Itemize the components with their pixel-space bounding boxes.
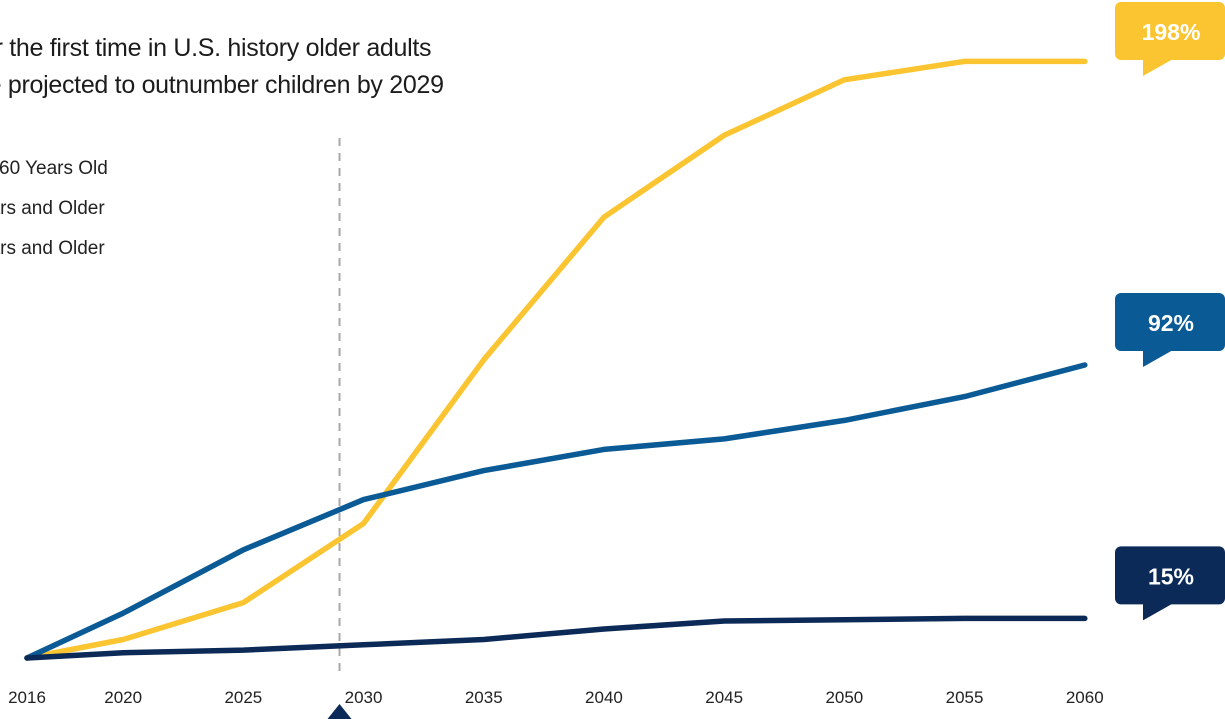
data-point-0-6 <box>722 619 726 623</box>
data-point-2-9 <box>1083 59 1087 63</box>
data-point-2-1 <box>121 638 125 642</box>
data-point-1-1 <box>121 611 125 615</box>
data-point-2-7 <box>842 78 846 82</box>
data-point-2-5 <box>602 215 606 219</box>
data-point-0-9 <box>1083 616 1087 620</box>
x-tick-label: 2035 <box>465 688 503 707</box>
x-tick-label: 2050 <box>825 688 863 707</box>
x-tick-label: 2025 <box>224 688 262 707</box>
end-callout-0: 15% <box>1115 546 1225 621</box>
callout-box <box>1115 2 1225 60</box>
data-point-2-8 <box>963 59 967 63</box>
end-callout-1: 92% <box>1115 292 1225 367</box>
callout-value-label: 92% <box>1148 310 1194 336</box>
legend: Under 60 Years Old 60 Years and Older 85… <box>0 150 108 270</box>
data-point-1-9 <box>1083 363 1087 367</box>
x-tick-label: 2020 <box>104 688 142 707</box>
data-point-1-3 <box>362 498 366 502</box>
callout-pointer <box>1143 603 1173 621</box>
data-point-1-6 <box>722 437 726 441</box>
x-tick-label: 2045 <box>705 688 743 707</box>
x-tick-label: 2030 <box>345 688 383 707</box>
data-point-0-5 <box>602 627 606 631</box>
data-point-0-2 <box>241 648 245 652</box>
data-point-1-2 <box>241 548 245 552</box>
data-point-1-7 <box>842 418 846 422</box>
data-point-0-3 <box>362 643 366 647</box>
callout-value-label: 15% <box>1148 563 1194 589</box>
x-tick-label: 2060 <box>1066 688 1104 707</box>
title-line-1: For the first time in U.S. history older… <box>0 34 432 62</box>
title-line-2: are projected to outnumber children by 2… <box>0 71 444 99</box>
callout-box <box>1115 546 1225 605</box>
callout-pointer <box>1143 59 1173 76</box>
data-point-1-5 <box>602 447 606 451</box>
data-point-2-3 <box>362 521 366 525</box>
series-line-2 <box>24 58 1088 661</box>
data-point-1-4 <box>482 469 486 473</box>
legend-item-85-and-older: 85 Years and Older <box>0 238 105 259</box>
callout-value-label: 198% <box>1142 19 1201 45</box>
chart-title: For the first time in U.S. history older… <box>0 30 444 104</box>
data-point-0-1 <box>121 651 125 655</box>
data-point-2-2 <box>241 601 245 605</box>
data-point-2-6 <box>722 133 726 137</box>
data-point-1-8 <box>963 395 967 399</box>
data-point-2-4 <box>482 358 486 362</box>
x-tick-label: 2016 <box>8 688 46 707</box>
crossover-marker-icon <box>327 704 352 719</box>
series-line-0 <box>24 615 1088 661</box>
data-point-0-4 <box>482 638 486 642</box>
x-tick-label: 2040 <box>585 688 623 707</box>
data-point-0-8 <box>963 616 967 620</box>
legend-item-under-60: Under 60 Years Old <box>0 158 108 179</box>
end-callout-2: 198% <box>1115 2 1225 76</box>
callout-pointer <box>1143 349 1173 367</box>
data-point-0-0 <box>25 656 29 660</box>
series-line-1 <box>24 362 1088 661</box>
data-point-0-7 <box>842 618 846 622</box>
legend-item-60-and-older: 60 Years and Older <box>0 198 105 219</box>
callout-box <box>1115 292 1225 351</box>
x-tick-label: 2055 <box>946 688 984 707</box>
